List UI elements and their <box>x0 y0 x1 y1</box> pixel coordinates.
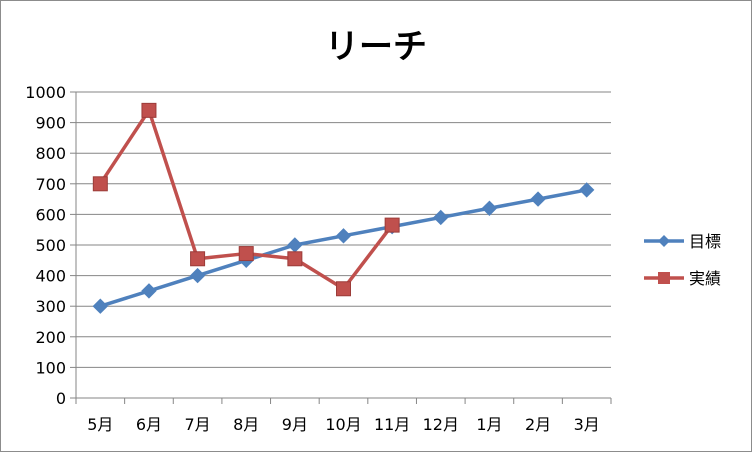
y-tick-label: 0 <box>56 389 66 408</box>
x-tick-label: 11月 <box>374 415 410 434</box>
data-point-square <box>336 281 351 297</box>
x-tick-label: 9月 <box>282 415 308 434</box>
data-point-diamond <box>530 191 546 207</box>
legend-marker-square <box>658 272 670 284</box>
legend-label: 目標 <box>689 232 721 251</box>
data-point-diamond <box>92 298 109 314</box>
y-tick-label: 300 <box>35 297 66 316</box>
x-tick-label: 3月 <box>574 415 600 434</box>
y-tick-label: 400 <box>35 267 66 286</box>
y-tick-label: 700 <box>35 175 66 194</box>
y-tick-label: 600 <box>35 205 66 224</box>
y-tick-label: 100 <box>35 358 66 377</box>
data-point-square <box>238 246 254 262</box>
chart-title: リーチ <box>325 27 427 67</box>
data-point-diamond <box>141 283 157 299</box>
x-tick-label: 10月 <box>325 415 361 434</box>
x-tick-label: 6月 <box>136 415 162 434</box>
x-tick-label: 8月 <box>233 415 259 434</box>
data-point-diamond <box>287 237 303 253</box>
x-tick-label: 2月 <box>525 415 551 434</box>
x-tick-label: 5月 <box>87 415 113 434</box>
data-point-diamond <box>335 228 352 244</box>
data-point-square <box>190 251 206 267</box>
data-point-square <box>141 102 157 118</box>
data-point-diamond <box>433 209 449 226</box>
data-point-square <box>384 217 400 233</box>
x-tick-label: 12月 <box>423 415 459 434</box>
data-point-diamond <box>578 182 595 198</box>
y-tick-label: 900 <box>35 114 66 133</box>
data-point-diamond <box>189 267 206 284</box>
y-tick-label: 200 <box>35 328 66 347</box>
y-tick-label: 800 <box>35 144 66 163</box>
y-tick-label: 500 <box>35 236 66 255</box>
x-tick-label: 1月 <box>476 415 502 434</box>
legend-marker-diamond <box>658 235 670 247</box>
data-point-square <box>287 251 303 267</box>
data-point-diamond <box>481 200 498 216</box>
y-tick-label: 1000 <box>25 83 66 102</box>
x-tick-label: 7月 <box>184 415 210 434</box>
legend-label: 実績 <box>689 269 721 288</box>
data-point-square <box>92 176 108 192</box>
